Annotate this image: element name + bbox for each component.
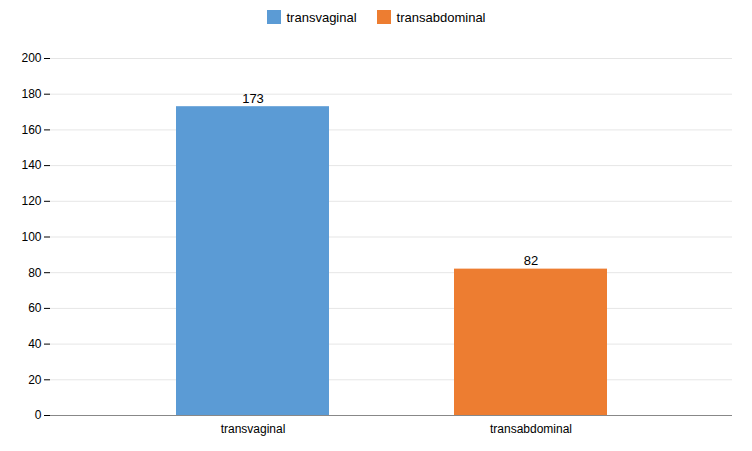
svg-text:180: 180: [21, 87, 41, 101]
svg-text:40: 40: [28, 337, 42, 351]
svg-text:140: 140: [21, 158, 41, 172]
svg-text:60: 60: [28, 301, 42, 315]
svg-text:transabdominal: transabdominal: [490, 422, 572, 436]
svg-text:173: 173: [242, 91, 264, 106]
svg-text:120: 120: [21, 194, 41, 208]
html-text:transvaginal: transvaginal: [286, 9, 357, 25]
svg-text:0: 0: [35, 408, 42, 422]
svg-text:transvaginal: transvaginal: [221, 422, 286, 436]
svg-text:200: 200: [21, 51, 41, 65]
svg-text:100: 100: [21, 230, 41, 244]
html-text:transabdominal: transabdominal: [396, 9, 486, 25]
svg-text:80: 80: [28, 266, 42, 280]
svg-text:20: 20: [28, 373, 42, 387]
svg-text:82: 82: [524, 253, 538, 268]
svg-text:160: 160: [21, 123, 41, 137]
